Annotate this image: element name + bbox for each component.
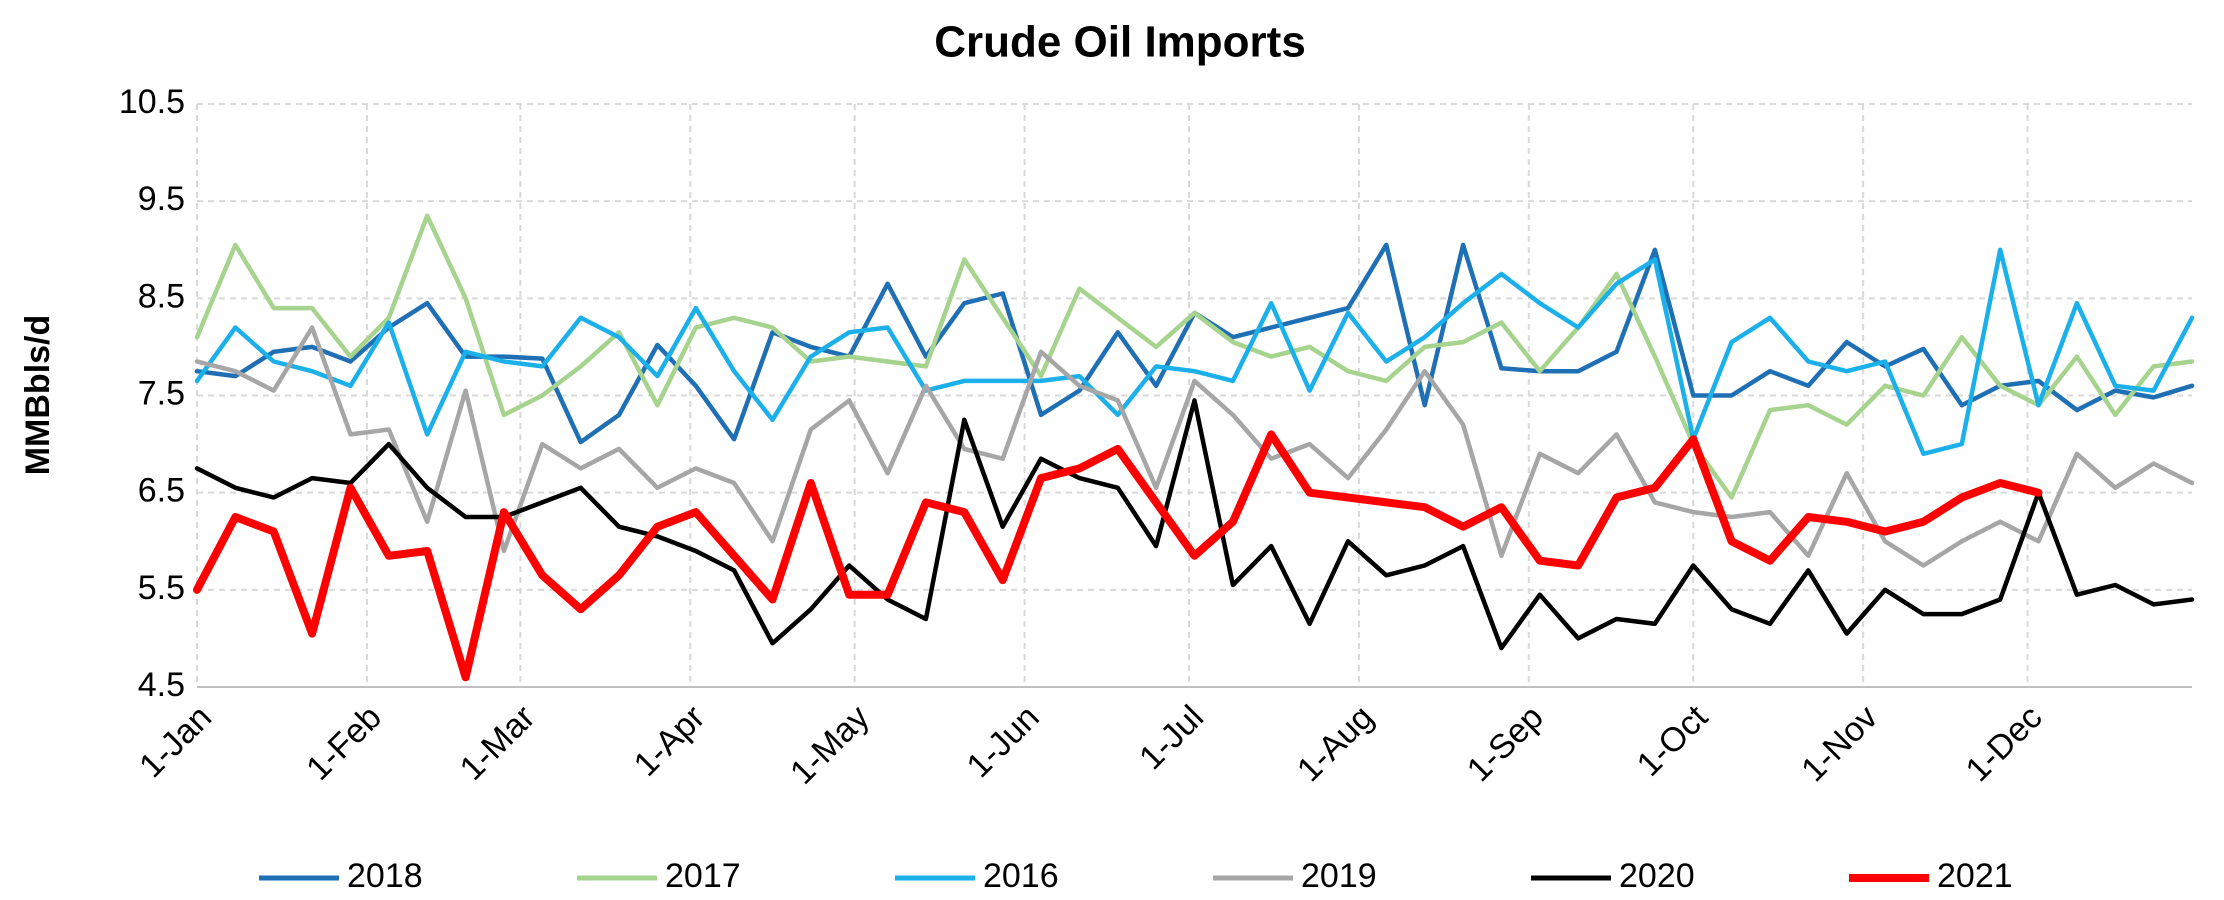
- series-line: [194, 325, 2195, 568]
- series-line: [194, 242, 2195, 445]
- legend-label: 2019: [1301, 857, 1377, 895]
- lines: [193, 213, 2195, 682]
- legend-label: 2016: [983, 857, 1059, 895]
- x-tick-label: 1-Oct: [1630, 698, 1716, 784]
- x-tick-label: 1-Apr: [627, 698, 713, 784]
- y-tick-label: 6.5: [138, 472, 185, 510]
- x-tick-label: 1-Sep: [1460, 698, 1551, 789]
- y-tick-label: 4.5: [138, 666, 185, 704]
- y-tick-label: 5.5: [138, 569, 185, 607]
- series-line: [194, 398, 2195, 651]
- y-axis-label: MMBbls/d: [19, 315, 57, 476]
- x-tick-label: 1-Jan: [132, 698, 219, 785]
- y-tick-label: 7.5: [138, 374, 185, 412]
- chart-title: Crude Oil Imports: [934, 18, 1306, 67]
- x-tick-label: 1-May: [783, 698, 877, 792]
- x-tick-label: 1-Nov: [1794, 698, 1885, 789]
- x-tick-label: 1-Dec: [1959, 698, 2050, 789]
- y-tick-label: 9.5: [138, 180, 185, 218]
- series-line: [193, 430, 2043, 682]
- x-tick-label: 1-Feb: [299, 698, 389, 788]
- series-line: [194, 247, 2195, 457]
- x-tick-label: 1-Jul: [1132, 698, 1211, 777]
- x-tick-label: 1-Jun: [960, 698, 1047, 785]
- x-tick-label: 1-Aug: [1290, 698, 1381, 789]
- y-tick-label: 8.5: [138, 277, 185, 315]
- legend-label: 2020: [1619, 857, 1695, 895]
- legend-label: 2021: [1937, 857, 2013, 895]
- series-line: [194, 213, 2195, 500]
- legend: 2018 2017 2016 2019 2020 2021: [259, 857, 2013, 895]
- x-tick-label: 1-Mar: [453, 698, 543, 788]
- y-tick-label: 10.5: [119, 83, 185, 121]
- legend-label: 2017: [665, 857, 741, 895]
- legend-label: 2018: [347, 857, 423, 895]
